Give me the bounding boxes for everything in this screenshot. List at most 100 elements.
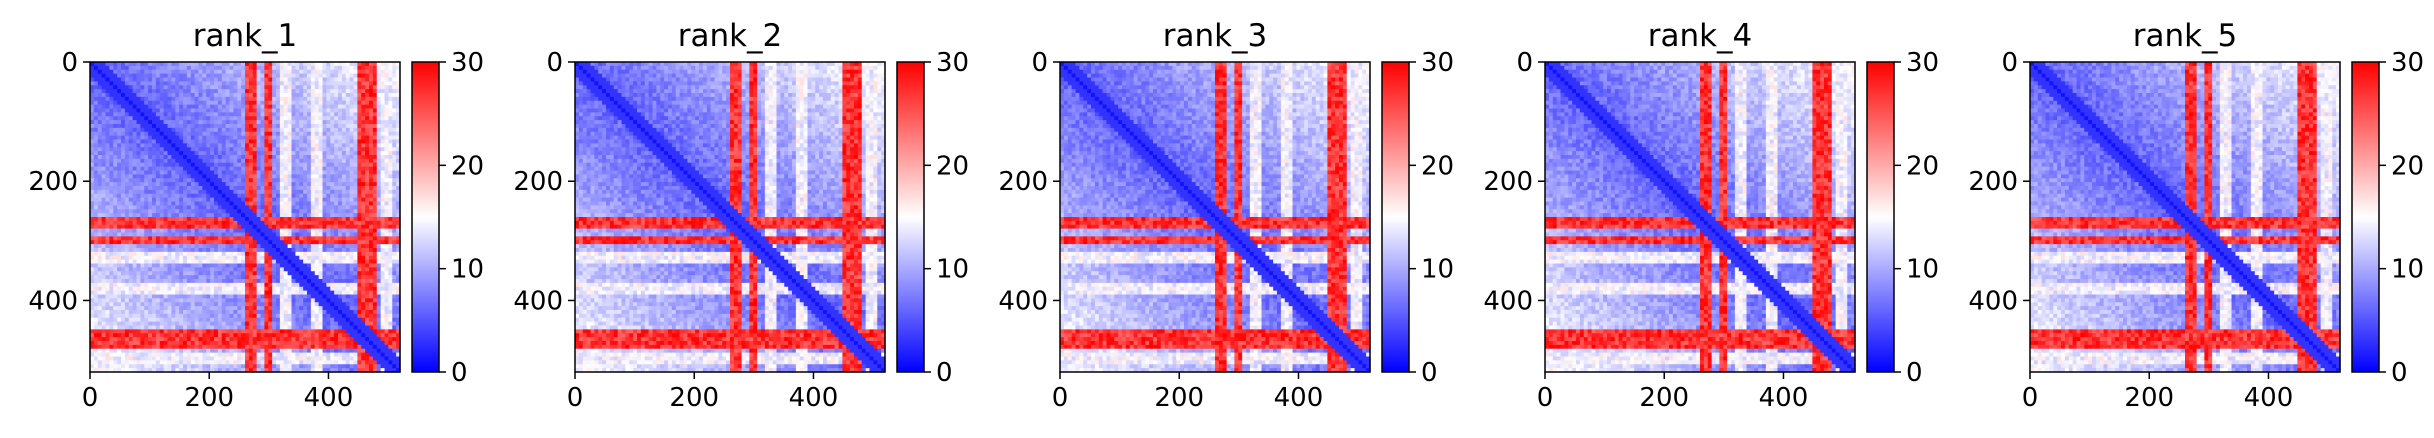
heatmap-cell: [284, 93, 288, 97]
heatmap-cell: [187, 128, 191, 132]
heatmap-cell: [357, 85, 361, 89]
heatmap-cell: [195, 70, 199, 74]
heatmap-cell: [311, 97, 315, 101]
heatmap-cell: [117, 112, 121, 116]
heatmap-cell: [214, 116, 218, 120]
heatmap-cell: [222, 81, 226, 85]
heatmap-cell: [160, 70, 164, 74]
heatmap-cell: [264, 74, 268, 78]
heatmap-cell: [307, 66, 311, 70]
heatmap-cell: [148, 109, 152, 113]
heatmap-cell: [288, 132, 292, 136]
heatmap-cell: [179, 66, 183, 70]
heatmap-cell: [381, 112, 385, 116]
heatmap-cell: [199, 132, 203, 136]
heatmap-cell: [280, 105, 284, 109]
heatmap-cell: [288, 70, 292, 74]
heatmap-cell: [230, 66, 234, 70]
heatmap-cell: [249, 78, 253, 82]
heatmap-cell: [354, 78, 358, 82]
heatmap-cell: [233, 116, 237, 120]
heatmap-cell: [288, 93, 292, 97]
heatmap-cell: [137, 93, 141, 97]
heatmap-cell: [338, 132, 342, 136]
heatmap-cell: [144, 97, 148, 101]
heatmap-cell: [253, 81, 257, 85]
heatmap-cell: [288, 116, 292, 120]
heatmap-cell: [253, 109, 257, 113]
heatmap-cell: [315, 74, 319, 78]
heatmap-cell: [98, 128, 102, 132]
heatmap-cell: [106, 85, 110, 89]
heatmap-cell: [183, 74, 187, 78]
heatmap-cell: [354, 70, 358, 74]
heatmap-cell: [334, 70, 338, 74]
heatmap-cell: [346, 74, 350, 78]
heatmap-cell: [214, 81, 218, 85]
heatmap-cell: [113, 136, 117, 140]
heatmap-cell: [323, 109, 327, 113]
heatmap-cell: [315, 70, 319, 74]
heatmap-cell: [303, 93, 307, 97]
heatmap-cell: [187, 81, 191, 85]
heatmap-cell: [237, 112, 241, 116]
heatmap-cell: [361, 101, 365, 105]
heatmap-cell: [288, 74, 292, 78]
heatmap-cell: [392, 81, 396, 85]
heatmap-cell: [237, 128, 241, 132]
heatmap-cell: [133, 74, 137, 78]
heatmap-cell: [311, 116, 315, 120]
heatmap-cell: [230, 124, 234, 128]
heatmap-cell: [148, 89, 152, 93]
heatmap-cell: [218, 85, 222, 89]
heatmap-cell: [156, 124, 160, 128]
heatmap-cell: [354, 93, 358, 97]
heatmap-cell: [338, 85, 342, 89]
heatmap-cell: [280, 101, 284, 105]
heatmap-cell: [334, 78, 338, 82]
heatmap-cell: [253, 74, 257, 78]
heatmap-cell: [369, 128, 373, 132]
heatmap-cell: [171, 109, 175, 113]
heatmap-cell: [323, 78, 327, 82]
heatmap-cell: [187, 116, 191, 120]
heatmap-cell: [222, 116, 226, 120]
heatmap-cell: [357, 93, 361, 97]
heatmap-cell: [307, 101, 311, 105]
heatmap-cell: [195, 97, 199, 101]
heatmap-cell: [179, 101, 183, 105]
heatmap-cell: [319, 124, 323, 128]
heatmap-cell: [152, 132, 156, 136]
heatmap-cell: [106, 101, 110, 105]
heatmap-cell: [346, 89, 350, 93]
heatmap-cell: [257, 97, 261, 101]
heatmap-cell: [338, 124, 342, 128]
heatmap-cell: [295, 85, 299, 89]
heatmap-cell: [357, 74, 361, 78]
heatmap-cell: [187, 109, 191, 113]
heatmap-cell: [226, 120, 230, 124]
heatmap-cell: [168, 116, 172, 120]
heatmap-cell: [280, 120, 284, 124]
heatmap-cell: [144, 101, 148, 105]
heatmap-cell: [373, 66, 377, 70]
heatmap-cell: [218, 116, 222, 120]
heatmap-cell: [102, 81, 106, 85]
heatmap-cell: [249, 89, 253, 93]
heatmap-cell: [381, 105, 385, 109]
heatmap-cell: [338, 116, 342, 120]
heatmap-cell: [233, 66, 237, 70]
heatmap-cell: [350, 116, 354, 120]
heatmap-cell: [175, 89, 179, 93]
heatmap-cell: [183, 81, 187, 85]
heatmap-cell: [264, 120, 268, 124]
heatmap-cell: [326, 124, 330, 128]
heatmap-cell: [342, 66, 346, 70]
heatmap-cell: [125, 124, 129, 128]
heatmap-cell: [133, 120, 137, 124]
heatmap-cell: [299, 78, 303, 82]
heatmap-cell: [241, 132, 245, 136]
heatmap-cell: [257, 128, 261, 132]
heatmap-cell: [199, 81, 203, 85]
heatmap-cell: [117, 97, 121, 101]
